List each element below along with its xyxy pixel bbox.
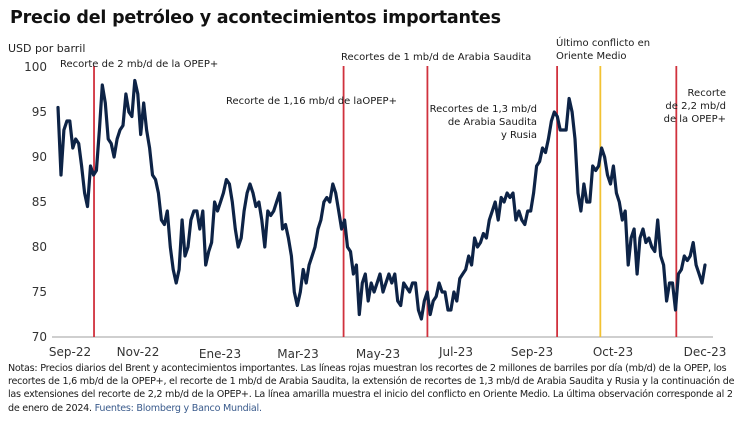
event-annotation-text: de Arabia Saudita	[448, 117, 537, 128]
event-annotations: Recorte de 2 mb/d de la OPEP+ Recorte de …	[60, 36, 726, 141]
y-tick-label: 95	[32, 105, 47, 119]
y-tick-label: 80	[32, 240, 47, 254]
y-tick-label: 100	[24, 60, 47, 74]
sources-text: Fuentes: Blomberg y Banco Mundial.	[94, 402, 262, 414]
event-annotation-text: Recorte de 2 mb/d de la OPEP+	[60, 59, 218, 70]
event-annotation-text: de la OPEP+	[664, 114, 726, 125]
y-axis-ticks: 70 75 80 85 90 95 100	[24, 60, 47, 344]
y-axis-label: USD por barril	[8, 42, 86, 55]
event-annotation-text: de 2,2 mb/d	[665, 101, 726, 112]
x-tick-label: Ene-23	[199, 347, 241, 360]
x-tick-label: Oct-23	[593, 345, 633, 359]
chart-canvas: 70 75 80 85 90 95 100 Sep-22 Nov-22 Ene-23 Mar-23…	[24, 36, 727, 360]
event-annotation-text: Recorte de 1,16 mb/d de laOPEP+	[226, 96, 397, 107]
brent-price-line	[56, 78, 707, 321]
x-tick-label: Sep-23	[511, 345, 553, 359]
event-annotation-text: Último conflicto en	[556, 36, 650, 49]
x-tick-label: Mar-23	[277, 347, 318, 360]
x-tick-label: May-23	[356, 347, 400, 360]
x-tick-label: Jul-23	[438, 345, 473, 359]
chart-title: Precio del petróleo y acontecimientos im…	[10, 8, 501, 28]
event-annotation-text: Recortes de 1,3 mb/d	[430, 104, 537, 115]
x-tick-label: Sep-22	[49, 345, 91, 359]
notes-text: Notas: Precios diarios del Brent y acont…	[8, 363, 735, 414]
x-tick-label: Dec-23	[684, 345, 727, 359]
y-tick-label: 75	[32, 285, 47, 299]
chart-notes: Notas: Precios diarios del Brent y acont…	[8, 362, 744, 415]
event-annotation-text: Recortes de 1 mb/d de Arabia Saudita	[341, 52, 531, 63]
x-axis-ticks: Sep-22 Nov-22 Ene-23 Mar-23 May-23 Jul-23 Sep-…	[49, 345, 727, 360]
y-tick-label: 85	[32, 195, 47, 209]
event-annotation-text: Recorte	[688, 88, 726, 99]
x-tick-label: Nov-22	[117, 345, 160, 359]
event-annotation-text: Oriente Medio	[556, 51, 627, 62]
event-annotation-text: y Rusia	[501, 130, 537, 141]
y-tick-label: 90	[32, 150, 47, 164]
y-tick-label: 70	[32, 330, 47, 344]
